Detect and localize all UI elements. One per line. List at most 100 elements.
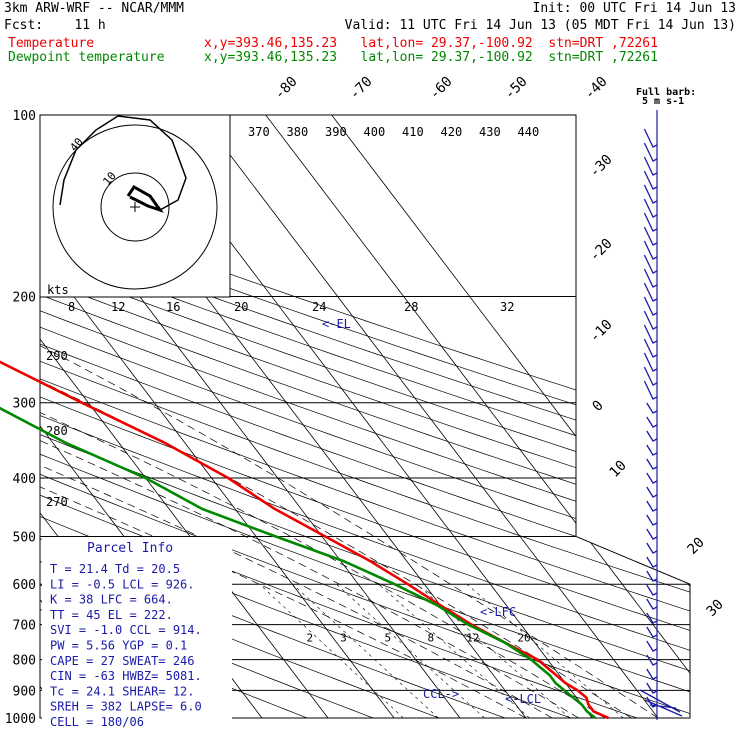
hodograph-trace [59,115,187,211]
dry-adiabat [40,115,690,718]
pressure-label: 600 [13,578,36,593]
mixing-ratio-label: 3 [340,631,347,644]
hodograph-origin [130,202,140,212]
theta-label: 410 [402,125,424,139]
init-time: Init: 00 UTC Fri 14 Jun 13 [532,1,737,16]
theta-label: 290 [46,349,68,363]
plot-frame [39,114,691,719]
model-title: 3km ARW-WRF -- NCAR/MMM [4,1,185,16]
wind-barb [646,444,658,456]
hodograph-speed-tick: 20 [234,300,248,314]
pressure-label: 700 [13,619,36,634]
temperature-legend: Temperature [8,36,95,51]
theta-label: 430 [479,125,501,139]
wind-barb [646,584,658,596]
wind-barb [643,128,658,148]
wind-barb [646,416,658,428]
mixing-ratio-label: 12 [466,631,479,644]
wind-barb [643,268,658,288]
wind-barb [643,226,658,246]
temperature-profile [0,360,610,720]
theta-label: 380 [287,125,309,139]
pressure-label: 300 [13,397,36,412]
wind-barb [646,500,658,512]
dry-adiabat [40,115,690,718]
dry-adiabat [40,115,690,718]
wind-barb [643,310,658,330]
parcel-info-row: CAPE = 27 SWEAT= 246 [50,654,195,668]
hodograph-ring [52,124,218,290]
dry-adiabat [40,115,690,718]
theta-label: 420 [441,125,463,139]
dry-adiabat [40,115,690,718]
moist-adiabat [40,296,606,718]
isotherm-line [40,115,395,718]
mixing-ratio-line [292,583,439,718]
isotherm-line [199,115,659,718]
hodograph-ring [100,172,170,242]
wind-barb [646,528,658,540]
temperature-tick-label: 0 [590,398,607,415]
wind-barb [646,654,658,666]
wind-barb [643,254,658,274]
temperature-tick-label: -10 [587,317,616,346]
mixing-ratio-label: 5 [385,631,392,644]
mixing-ratio-line [378,583,530,718]
full-barb-label: 5 m s-1 [642,96,684,107]
dry-adiabat [40,115,690,718]
wind-barb [643,380,658,400]
parcel-info-row: LI = -0.5 LCL = 926. [50,577,195,591]
ccl-annotation: CCL-> [423,687,459,701]
wind-barb [646,542,658,554]
pressure-label: 200 [13,291,36,306]
lcl-annotation: <-LCL [505,692,541,706]
parcel-info-row: PW = 5.56 YGP = 0.1 [50,639,187,653]
temperature-tick-label: -20 [587,236,616,265]
mixing-ratio-line [259,583,404,718]
wind-barb [646,668,658,680]
pressure-label: 900 [13,684,36,699]
wind-barb [643,184,658,204]
wind-barb [646,598,658,610]
wind-barb [643,142,658,162]
temperature-tick-label: -60 [427,74,456,103]
wind-barb [643,338,658,358]
wind-barb [646,486,658,498]
dry-adiabat [40,115,690,718]
temperature-tick-label: 10 [607,458,630,481]
wind-barb [646,472,658,484]
mixing-ratio-label: 2 [306,631,313,644]
dry-adiabat [40,115,690,718]
moist-adiabat [40,296,553,718]
mixing-ratio-line [336,583,485,718]
isotherm-line [40,115,329,718]
wind-barb [646,402,658,414]
dry-adiabat [40,115,690,718]
temperature-tick-label: 20 [685,535,708,558]
dewpoint-profile [0,406,597,720]
wind-barb [646,556,658,568]
dewpoint-legend: Dewpoint temperature [8,50,165,65]
hodograph-speed-tick: 28 [404,300,418,314]
parcel-info-title: Parcel Info [87,541,173,556]
parcel-info-row: CIN = -63 HWBZ= 5081. [50,669,202,683]
temperature-tick-label: -40 [582,74,611,103]
theta-label: 270 [46,495,68,509]
pressure-label: 800 [13,654,36,669]
wind-barb [646,640,658,652]
wind-barb [643,198,658,218]
pressure-label: 400 [13,472,36,487]
wind-barb [646,612,658,624]
parcel-info-row: CELL = 180/06 [50,715,144,729]
dry-adiabat [40,115,374,718]
hodograph-speed-label: kts [47,283,69,297]
theta-label: 370 [248,125,270,139]
theta-label: 390 [325,125,347,139]
wind-barb [646,514,658,526]
wind-barb [639,689,683,717]
theta-label: 400 [364,125,386,139]
lfc-annotation: <-LFC [480,605,516,619]
parcel-info-row: T = 21.4 Td = 20.5 [50,562,180,576]
temperature-tick-label: 30 [704,597,727,620]
